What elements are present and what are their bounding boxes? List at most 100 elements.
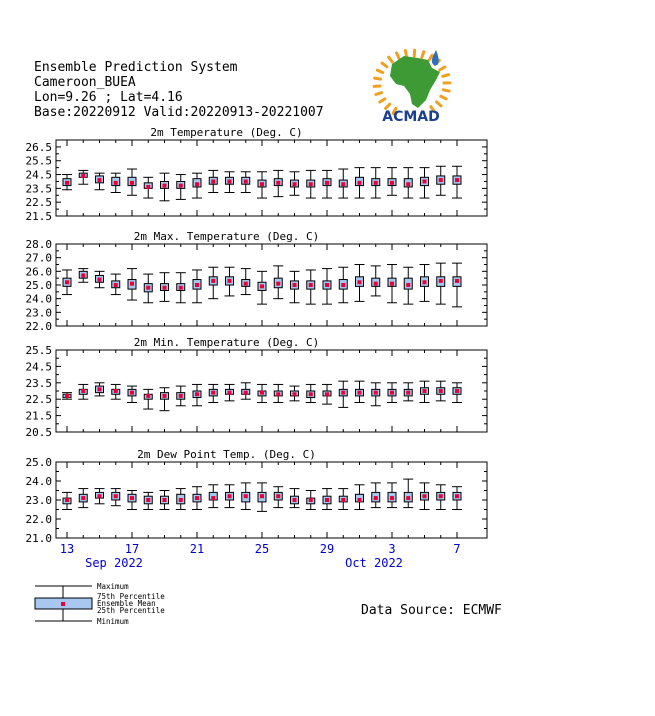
mean-marker [146, 498, 151, 502]
chart-panel-2: 2m Max. Temperature (Deg. C) 22.023.024.0… [26, 230, 488, 333]
y-tick-label: 22.5 [26, 393, 53, 406]
y-tick-label: 27.0 [26, 252, 53, 265]
mean-marker [162, 393, 167, 398]
box-day-11 [224, 484, 235, 509]
box-day-5 [127, 490, 137, 510]
box-day-10 [208, 266, 219, 300]
x-tick-label: 13 [60, 542, 74, 556]
mean-marker [113, 180, 118, 185]
mean-marker [162, 498, 167, 502]
y-tick-label: 23.5 [26, 377, 53, 390]
mean-marker [292, 498, 297, 502]
mean-marker [422, 280, 427, 285]
y-tick-label: 23.0 [26, 494, 53, 507]
box-day-21 [387, 382, 397, 403]
month-label: Sep 2022 [85, 556, 143, 570]
y-tick-label: 23.5 [26, 182, 53, 195]
box-day-13 [257, 383, 267, 403]
mean-marker [178, 498, 183, 502]
mean-marker [260, 284, 264, 289]
mean-marker [130, 281, 134, 286]
mean-marker [146, 393, 151, 398]
box-day-10 [208, 383, 219, 403]
y-tick-label: 25.0 [26, 456, 53, 469]
box-day-3 [94, 488, 105, 505]
box-day-18 [338, 380, 349, 408]
box-day-13 [257, 270, 267, 305]
box-day-17 [322, 169, 332, 199]
box-day-16 [305, 169, 316, 199]
y-tick-label: 22.5 [26, 196, 53, 209]
box-day-8 [175, 385, 186, 407]
mean-marker [130, 180, 134, 185]
logo-sun-ray [438, 65, 447, 72]
mean-marker [406, 283, 411, 287]
mean-marker [97, 178, 102, 183]
mean-marker [373, 496, 378, 501]
mean-marker [211, 179, 216, 184]
y-tick-label: 24.5 [26, 169, 53, 182]
mean-marker [438, 389, 443, 393]
logo-sun-ray [427, 53, 434, 62]
box-day-2 [78, 169, 89, 185]
box-day-7 [159, 490, 170, 510]
box-day-20 [370, 167, 381, 199]
mean-marker [406, 182, 411, 187]
box-day-10 [208, 169, 219, 194]
mean-marker [341, 390, 346, 395]
box-day-15 [289, 488, 300, 509]
mean-marker [308, 283, 313, 287]
mean-marker [292, 182, 297, 187]
box-day-23 [419, 264, 430, 302]
mean-marker [276, 392, 281, 397]
mean-marker [243, 281, 248, 286]
box-day-20 [370, 382, 381, 407]
box-day-5 [127, 268, 137, 301]
box-day-8 [175, 488, 186, 510]
mean-marker [390, 496, 394, 501]
mean-marker [65, 180, 69, 185]
mean-marker [341, 182, 346, 187]
chart-panel-1: 2m Temperature (Deg. C)21.522.523.524.52… [26, 126, 488, 223]
y-tick-label: 28.0 [26, 238, 53, 251]
mean-marker [438, 494, 443, 499]
mean-marker [227, 179, 232, 184]
mean-marker [81, 173, 86, 178]
box-day-6 [143, 388, 154, 410]
mean-marker [276, 180, 281, 185]
box-day-8 [175, 174, 186, 200]
box-day-22 [403, 478, 414, 509]
box-day-4 [110, 383, 121, 400]
box-day-12 [240, 382, 251, 400]
box-day-16 [305, 490, 316, 510]
legend-mean-label: Ensemble Mean [97, 599, 156, 608]
chart-panels: 2m Temperature (Deg. C)21.522.523.524.52… [26, 126, 488, 545]
box-day-18 [338, 266, 349, 304]
mean-marker [113, 389, 118, 393]
box-day-2 [78, 268, 89, 283]
box-day-19 [354, 380, 365, 403]
mean-marker [178, 183, 183, 188]
mean-marker [292, 392, 297, 397]
logo-sun-ray [384, 102, 392, 110]
mean-marker [341, 283, 346, 287]
logo-africa-shape [390, 56, 440, 108]
logo-water-drop [431, 50, 439, 66]
legend-maximum-label: Maximum [97, 582, 129, 591]
legend-mean-marker [61, 602, 65, 606]
box-day-23 [419, 482, 430, 510]
box-day-24 [435, 262, 446, 305]
box-day-7 [159, 272, 170, 302]
box-day-25 [452, 262, 462, 308]
box-day-3 [94, 270, 105, 289]
box-day-18 [338, 168, 349, 199]
box-day-22 [403, 167, 414, 199]
box-day-5 [127, 385, 137, 403]
mean-marker [211, 496, 216, 501]
plot-frame [55, 139, 488, 217]
box-day-22 [403, 382, 414, 402]
box-day-1 [62, 491, 72, 510]
mean-marker [308, 498, 313, 502]
mean-marker [357, 498, 362, 502]
box-day-3 [94, 172, 105, 191]
